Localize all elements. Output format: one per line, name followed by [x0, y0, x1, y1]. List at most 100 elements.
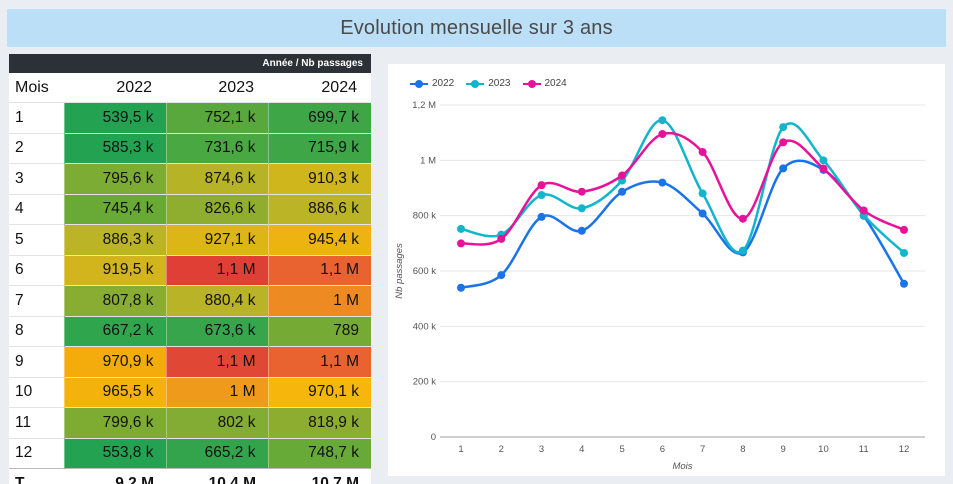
legend-swatch-icon: [410, 79, 428, 88]
table-row[interactable]: 6 919,5 k 1,1 M 1,1 M: [9, 254, 371, 286]
table-row[interactable]: 5 886,3 k 927,1 k 945,4 k: [9, 224, 371, 255]
data-point-2023: [900, 248, 908, 257]
cell-value-2023: 752,1 k: [165, 102, 268, 133]
data-point-2022: [457, 283, 465, 292]
y-tick-label: 600 k: [413, 266, 436, 277]
table-row[interactable]: 11 799,6 k 802 k 818,9 k: [9, 407, 371, 438]
x-tick-label: 3: [539, 444, 544, 455]
x-tick-label: 6: [660, 444, 665, 455]
cell-value-2024: 1,1 M: [267, 346, 371, 377]
data-point-2022: [698, 209, 707, 218]
column-header-row: Mois 2022 2023 2024: [9, 73, 371, 103]
table-header-band: Année / Nb passages: [9, 54, 371, 73]
data-point-2022: [497, 271, 506, 280]
cell-total-2023: 10,4 M: [166, 468, 268, 484]
data-point-2024: [698, 148, 707, 157]
x-tick-label: 8: [740, 444, 745, 455]
cell-value-2024: 910,3 k: [267, 163, 371, 194]
table-row[interactable]: 2 585,3 k 731,6 k 715,9 k: [9, 132, 371, 164]
table-row[interactable]: 4 745,4 k 826,6 k 886,6 k: [9, 193, 371, 225]
cell-value-2022: 807,8 k: [63, 285, 166, 316]
data-point-2024: [577, 187, 586, 196]
legend-label: 2022: [432, 78, 455, 89]
cell-value-2022: 965,5 k: [63, 376, 166, 408]
data-point-2024: [618, 171, 627, 180]
x-tick-label: 11: [859, 444, 869, 455]
cell-value-2023: 802 k: [165, 407, 268, 438]
data-point-2023: [738, 246, 747, 255]
legend-swatch-icon: [466, 79, 485, 88]
cell-mois: 11: [9, 407, 64, 438]
table-row[interactable]: 8 667,2 k 673,6 k 789: [9, 315, 371, 347]
column-header-mois[interactable]: Mois: [9, 73, 64, 103]
table-row[interactable]: 9 970,9 k 1,1 M 1,1 M: [9, 346, 371, 377]
cell-value-2022: 795,6 k: [63, 163, 166, 194]
cell-value-2024: 945,4 k: [267, 224, 371, 255]
cell-value-2024: 1,1 M: [267, 254, 371, 286]
cell-value-2024: 748,7 k: [267, 437, 371, 469]
data-point-2024: [497, 234, 506, 243]
data-point-2023: [577, 204, 586, 213]
cell-value-2022: 919,5 k: [63, 254, 166, 286]
y-tick-label: 800 k: [413, 211, 436, 222]
x-tick-label: 7: [700, 444, 705, 455]
table-row[interactable]: 12 553,8 k 665,2 k 748,7 k: [9, 437, 371, 469]
data-point-2023: [537, 191, 546, 200]
x-tick-label: 2: [499, 444, 504, 455]
cell-total-2022: 9,2 M: [64, 468, 166, 484]
cell-mois: 7: [9, 285, 64, 316]
cell-value-2023: 927,1 k: [165, 224, 268, 255]
y-axis-title: Nb passages: [394, 243, 405, 299]
legend-item-2022[interactable]: 2022: [410, 78, 454, 89]
cell-value-2022: 799,6 k: [63, 407, 166, 438]
cell-value-2024: 818,9 k: [267, 407, 371, 438]
column-header-2023[interactable]: 2023: [166, 73, 268, 103]
data-point-2023: [819, 156, 828, 165]
line-chart-panel: 2022 2023 2024 0 200 k 400 k 600 k 800 k 1 M 1…: [388, 64, 945, 476]
data-point-2022: [658, 178, 667, 187]
cell-value-2023: 1 M: [165, 376, 268, 408]
cell-value-2023: 1,1 M: [165, 346, 268, 377]
cell-mois: 8: [9, 315, 64, 347]
cell-value-2022: 539,5 k: [63, 102, 166, 133]
data-point-2023: [457, 224, 465, 233]
legend-label: 2023: [488, 78, 511, 89]
cell-mois: 3: [9, 163, 64, 194]
x-tick-label: 1: [458, 444, 463, 455]
cell-value-2024: 1 M: [267, 285, 371, 316]
data-point-2024: [779, 138, 788, 147]
cell-value-2022: 745,4 k: [63, 193, 166, 225]
cell-total-2024: 10,7 M: [268, 468, 371, 484]
cell-value-2022: 970,9 k: [63, 346, 166, 377]
cell-mois: 4: [9, 193, 64, 225]
y-tick-label: 1,2 M: [412, 100, 436, 111]
cell-value-2023: 880,4 k: [165, 285, 268, 316]
cell-value-2022: 553,8 k: [63, 437, 166, 469]
total-row: T... 9,2 M 10,4 M 10,7 M: [9, 468, 371, 484]
data-point-2023: [658, 116, 667, 125]
column-header-2022[interactable]: 2022: [64, 73, 166, 103]
legend-item-2024[interactable]: 2024: [522, 78, 567, 89]
x-tick-label: 10: [818, 444, 829, 455]
cell-value-2023: 731,6 k: [165, 132, 268, 164]
table-row[interactable]: 1 539,5 k 752,1 k 699,7 k: [9, 102, 371, 133]
y-tick-label: 400 k: [413, 321, 436, 332]
cell-mois: 12: [9, 437, 64, 469]
legend-item-2023[interactable]: 2023: [466, 78, 511, 89]
cell-value-2023: 665,2 k: [165, 437, 268, 469]
cell-value-2023: 1,1 M: [165, 254, 268, 286]
chart-legend: 2022 2023 2024: [410, 78, 567, 89]
column-header-2024[interactable]: 2024: [268, 73, 371, 103]
cell-value-2022: 585,3 k: [63, 132, 166, 164]
legend-label: 2024: [544, 78, 567, 89]
cell-value-2022: 886,3 k: [63, 224, 166, 255]
data-point-2024: [658, 130, 667, 139]
cell-value-2023: 673,6 k: [165, 315, 268, 347]
cell-value-2023: 874,6 k: [165, 163, 268, 194]
data-point-2024: [457, 239, 465, 248]
cell-mois: 5: [9, 224, 64, 255]
table-row[interactable]: 3 795,6 k 874,6 k 910,3 k: [9, 163, 371, 194]
